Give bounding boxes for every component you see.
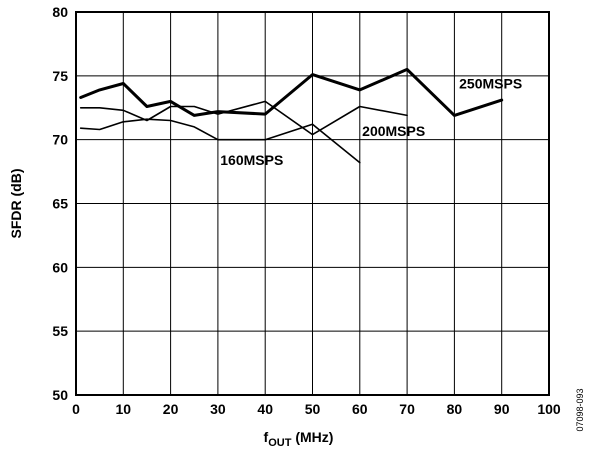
grid-lines bbox=[75, 11, 550, 396]
x-tick-label: 40 bbox=[257, 401, 273, 417]
x-tick-label: 70 bbox=[399, 401, 415, 417]
x-tick-label: 30 bbox=[210, 401, 226, 417]
x-tick-label: 0 bbox=[72, 401, 80, 417]
y-tick-label: 50 bbox=[52, 387, 68, 403]
series-line-250msps bbox=[79, 67, 504, 117]
series-label-200msps: 200MSPS bbox=[362, 123, 425, 139]
x-axis-title-unit: (MHz) bbox=[291, 429, 333, 445]
series-line-160msps bbox=[79, 118, 361, 164]
y-tick-label: 70 bbox=[52, 132, 68, 148]
x-tick-labels: 0 10 20 30 40 50 60 70 80 90 100 bbox=[72, 401, 561, 417]
series-lines bbox=[79, 67, 504, 164]
x-axis-title-subscript: OUT bbox=[268, 437, 292, 449]
x-axis-title: fOUT (MHz) bbox=[264, 429, 334, 449]
y-tick-labels: 50 55 60 65 70 75 80 bbox=[52, 4, 68, 403]
plot-frame bbox=[75, 11, 550, 396]
figure-id: 07098-093 bbox=[575, 388, 585, 431]
x-tick-label: 90 bbox=[494, 401, 510, 417]
x-tick-label: 50 bbox=[305, 401, 321, 417]
x-axis-title-main: f bbox=[264, 429, 269, 445]
x-tick-label: 80 bbox=[447, 401, 463, 417]
series-labels: 250MSPS 200MSPS 160MSPS bbox=[220, 76, 522, 169]
x-tick-label: 10 bbox=[116, 401, 132, 417]
y-tick-label: 80 bbox=[52, 4, 68, 20]
y-tick-label: 65 bbox=[52, 196, 68, 212]
y-axis-title: SFDR (dB) bbox=[8, 169, 24, 239]
x-tick-label: 100 bbox=[537, 401, 561, 417]
y-tick-label: 75 bbox=[52, 68, 68, 84]
series-line-200msps bbox=[79, 100, 408, 136]
y-tick-label: 55 bbox=[52, 323, 68, 339]
y-tick-label: 60 bbox=[52, 259, 68, 275]
series-label-160msps: 160MSPS bbox=[220, 152, 283, 168]
series-label-250msps: 250MSPS bbox=[459, 76, 522, 92]
x-tick-label: 60 bbox=[352, 401, 368, 417]
x-tick-label: 20 bbox=[163, 401, 179, 417]
